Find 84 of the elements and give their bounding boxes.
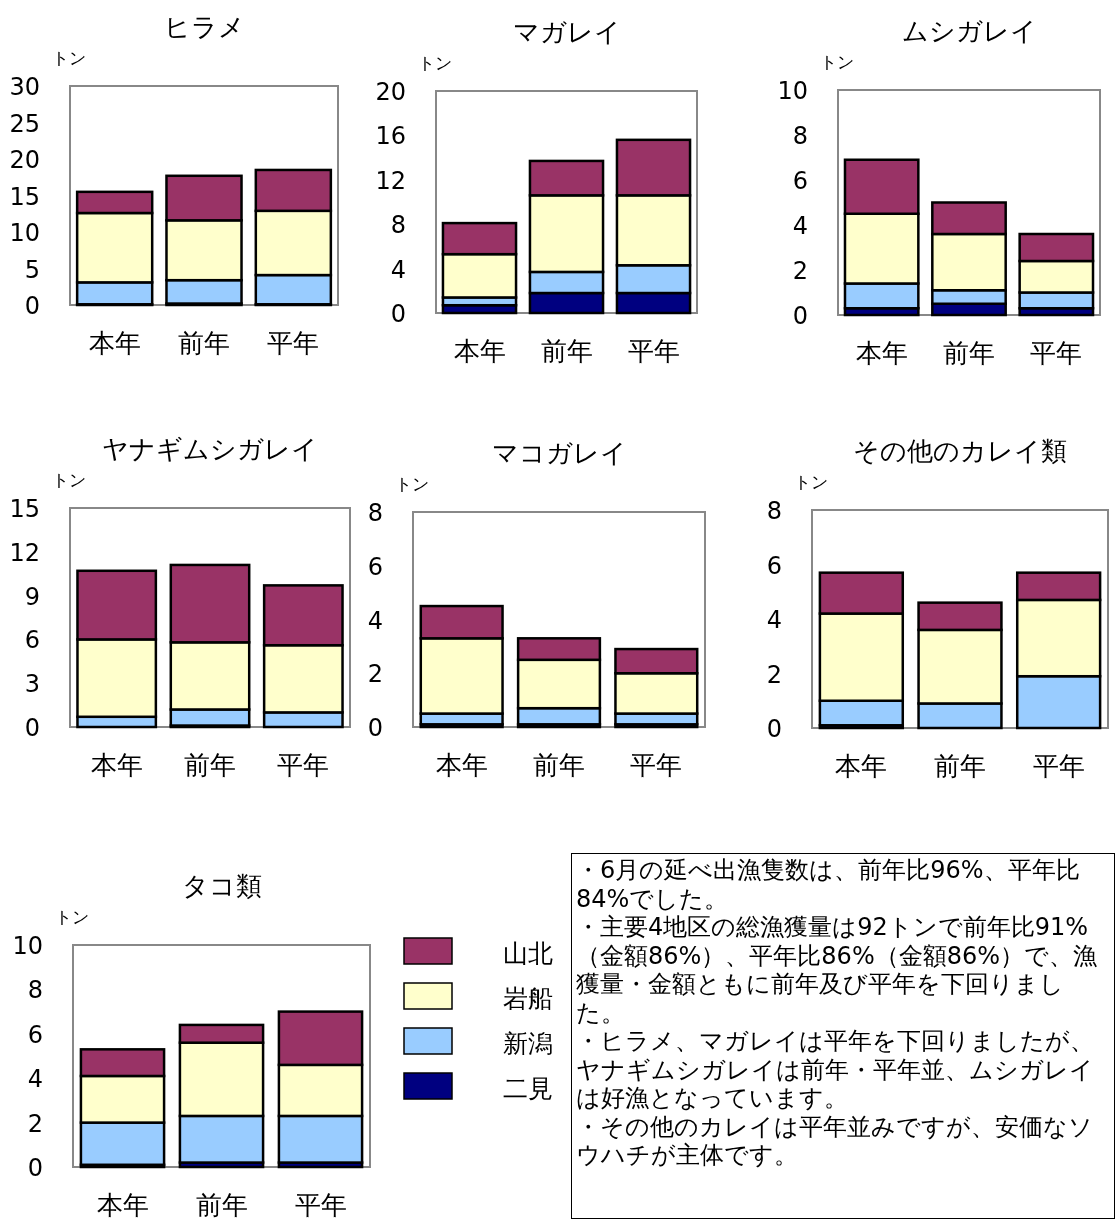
- text: ・ヒラメ、マガレイは平年を下回りましたが、ヤナギムシガレイは前年・平年並、ムシガレイは好漁となっています。: [576, 1027, 1095, 1113]
- y-tick-label: 0: [24, 714, 40, 742]
- x-tick-label: 前年: [195, 1190, 248, 1219]
- legend-label: 山北: [503, 939, 553, 968]
- y-tick-label: 8: [766, 497, 782, 525]
- x-tick-label: 本年: [835, 751, 888, 781]
- text: ・主要4地区の総漁獲量は92トンで前年比91%（金額86%）、平年比86%（金額86%）で、漁獲量・金額ともに前年及び平年を下回りました。: [576, 913, 1099, 1027]
- y-tick-label: 0: [24, 292, 40, 320]
- x-tick-label: 平年: [294, 1190, 347, 1219]
- y-tick-label: 4: [27, 1065, 43, 1094]
- legend-label: 岩船: [503, 984, 553, 1013]
- y-axis-title: トン: [418, 53, 452, 73]
- x-tick-label: 本年: [90, 750, 143, 780]
- y-tick-label: 8: [27, 976, 43, 1005]
- y-tick-label: 4: [766, 606, 782, 634]
- y-tick-label: 10: [12, 932, 43, 960]
- y-tick-label: 0: [27, 1154, 43, 1182]
- y-tick-label: 0: [390, 300, 406, 328]
- y-tick-label: 2: [367, 660, 383, 689]
- y-tick-label: 0: [367, 714, 383, 742]
- x-tick-label: 本年: [88, 328, 141, 358]
- y-tick-label: 6: [766, 551, 782, 580]
- x-tick-label: 平年: [277, 750, 330, 780]
- x-tick-label: 前年: [934, 751, 986, 781]
- y-tick-label: 2: [27, 1109, 43, 1138]
- x-tick-label: 本年: [453, 336, 506, 366]
- legend-label: 新潟: [503, 1029, 553, 1058]
- x-tick-label: 前年: [533, 750, 585, 780]
- y-tick-label: 10: [777, 77, 808, 105]
- y-tick-label: 6: [792, 167, 808, 195]
- x-tick-label: 本年: [96, 1190, 149, 1219]
- y-axis-title: トン: [395, 474, 429, 494]
- y-tick-label: 2: [766, 660, 782, 689]
- y-tick-label: 20: [375, 78, 406, 106]
- y-tick-label: 6: [24, 626, 40, 655]
- y-tick-label: 20: [9, 146, 40, 174]
- y-tick-label: 2: [792, 257, 808, 285]
- x-tick-label: 本年: [435, 750, 488, 780]
- y-tick-label: 8: [792, 122, 808, 150]
- y-tick-label: 6: [27, 1020, 43, 1049]
- y-axis-title: トン: [55, 907, 89, 927]
- y-tick-label: 15: [9, 182, 40, 211]
- x-tick-label: 前年: [184, 750, 236, 780]
- x-tick-label: 本年: [855, 338, 908, 368]
- y-tick-label: 4: [367, 606, 383, 635]
- text: ・その他のカレイは平年並みですが、安価なソウハチが主体です。: [576, 1112, 1094, 1170]
- y-tick-label: 9: [24, 582, 40, 611]
- y-tick-label: 4: [792, 212, 808, 240]
- x-tick-label: 平年: [1030, 338, 1083, 368]
- y-tick-label: 6: [367, 552, 383, 581]
- y-tick-label: 4: [390, 255, 406, 284]
- y-axis-title: トン: [794, 472, 828, 492]
- chart-title: ムシガレイ: [901, 16, 1037, 46]
- y-tick-label: 10: [9, 219, 40, 247]
- y-tick-label: 12: [375, 166, 406, 195]
- y-tick-label: 25: [9, 109, 40, 138]
- x-tick-label: 平年: [267, 328, 320, 358]
- chart-title: マコガレイ: [491, 438, 627, 468]
- chart-title: タコ類: [181, 871, 262, 901]
- x-tick-label: 前年: [540, 336, 593, 366]
- y-tick-label: 30: [9, 73, 40, 101]
- chart-title: その他のカレイ類: [853, 436, 1067, 466]
- x-tick-label: 前年: [943, 338, 995, 368]
- x-tick-label: 前年: [178, 328, 230, 358]
- chart-title: ヤナギムシガレイ: [102, 434, 318, 464]
- y-tick-label: 0: [766, 715, 782, 743]
- text: ・6月の延べ出漁隻数は、前年比96%、平年比84%でした。: [576, 856, 1081, 913]
- y-tick-label: 0: [792, 302, 808, 330]
- y-axis-title: トン: [820, 52, 854, 72]
- y-tick-label: 3: [24, 670, 40, 699]
- chart-title: マガレイ: [512, 17, 621, 47]
- x-tick-label: 平年: [630, 750, 683, 780]
- y-tick-label: 8: [367, 499, 383, 527]
- y-tick-label: 12: [9, 538, 40, 567]
- y-tick-label: 5: [24, 255, 40, 284]
- legend-label: 二見: [503, 1074, 553, 1103]
- x-tick-label: 平年: [627, 336, 680, 366]
- chart-title: ヒラメ: [163, 12, 245, 42]
- y-tick-label: 8: [390, 211, 406, 240]
- y-axis-title: トン: [52, 48, 86, 68]
- x-tick-label: 平年: [1032, 751, 1085, 781]
- y-axis-title: トン: [52, 470, 86, 490]
- y-tick-label: 15: [9, 495, 40, 523]
- y-tick-label: 16: [375, 122, 406, 151]
